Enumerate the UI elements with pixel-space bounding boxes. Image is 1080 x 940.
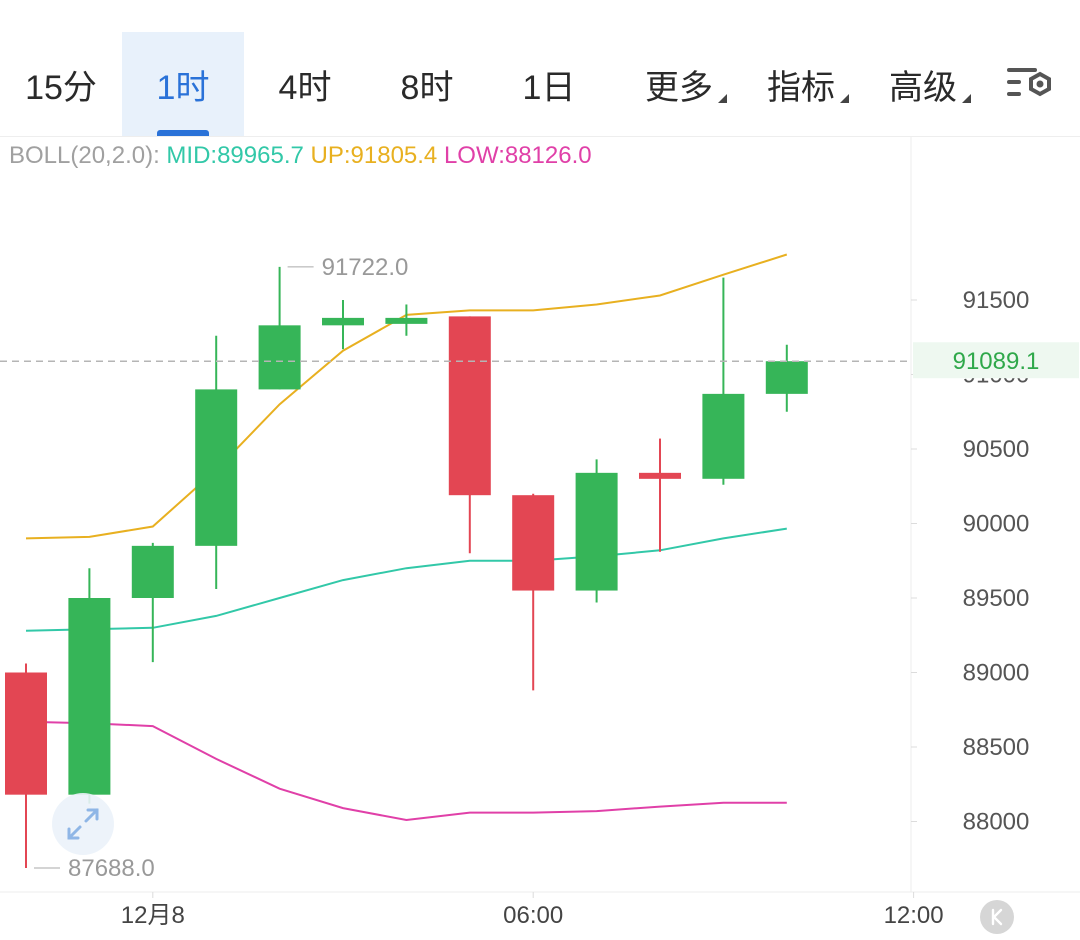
expand-arrows-icon bbox=[67, 808, 99, 840]
candle-body[interactable] bbox=[68, 598, 111, 795]
x-tick-label: 06:00 bbox=[503, 902, 563, 929]
tab-label: 4时 bbox=[278, 68, 332, 107]
low-price-label: 87688.0 bbox=[68, 855, 155, 882]
candlestick-chart[interactable]: 9150091000905009000089500890008850088000… bbox=[0, 137, 1080, 937]
tab-advanced-dropdown[interactable]: 高级 bbox=[862, 32, 984, 136]
y-tick-label: 89000 bbox=[963, 660, 1030, 687]
y-tick-label: 90000 bbox=[963, 511, 1030, 538]
current-price-tag bbox=[913, 342, 1079, 379]
x-tick-label: 12月8 bbox=[121, 902, 185, 929]
tab-label: 更多 bbox=[645, 68, 713, 107]
current-price-label: 91089.1 bbox=[953, 348, 1040, 375]
tab-more-dropdown[interactable]: 更多 bbox=[618, 32, 740, 136]
candle-body[interactable] bbox=[5, 672, 47, 795]
tab-indicators-dropdown[interactable]: 指标 bbox=[740, 32, 862, 136]
caret-down-icon bbox=[718, 94, 727, 103]
active-tab-indicator bbox=[157, 130, 209, 136]
x-tick-label: 12:00 bbox=[884, 902, 944, 929]
chart-settings-icon bbox=[1007, 68, 1051, 97]
boll-upper-line bbox=[25, 253, 788, 540]
y-tick-label: 91500 bbox=[963, 287, 1030, 314]
tab-label: 1日 bbox=[522, 68, 576, 107]
candle-body[interactable] bbox=[258, 325, 301, 390]
k-icon bbox=[991, 908, 1003, 926]
candle-body[interactable] bbox=[575, 472, 618, 591]
caret-down-icon bbox=[962, 94, 971, 103]
y-tick-label: 88500 bbox=[963, 734, 1030, 761]
tab-label: 8时 bbox=[400, 68, 454, 107]
caret-down-icon bbox=[840, 94, 849, 103]
candle-body[interactable] bbox=[195, 389, 238, 546]
tab-label: 1时 bbox=[156, 68, 210, 107]
timeframe-toolbar: 15分 1时 4时 8时 1日 更多 指标 高级 bbox=[0, 32, 1080, 136]
y-tick-label: 90500 bbox=[963, 436, 1030, 463]
tab-label: 高级 bbox=[889, 68, 957, 107]
candle-body[interactable] bbox=[322, 317, 364, 326]
candle-body[interactable] bbox=[765, 361, 808, 394]
toolbar-divider bbox=[0, 136, 1080, 137]
boll-label: BOLL(20,2.0): bbox=[9, 142, 160, 169]
tab-8h[interactable]: 8时 bbox=[366, 32, 488, 136]
tab-15m[interactable]: 15分 bbox=[0, 32, 122, 136]
high-price-label: 91722.0 bbox=[322, 254, 409, 281]
tab-label: 15分 bbox=[25, 68, 97, 107]
y-tick-label: 89500 bbox=[963, 585, 1030, 612]
chart-settings-button[interactable] bbox=[990, 32, 1070, 136]
tab-4h[interactable]: 4时 bbox=[244, 32, 366, 136]
tab-label: 指标 bbox=[767, 68, 835, 107]
candle-body[interactable] bbox=[639, 472, 681, 479]
boll-legend: BOLL(20,2.0): MID:89965.7 UP:91805.4 LOW… bbox=[9, 142, 592, 170]
boll-mid-value: MID:89965.7 bbox=[166, 142, 304, 169]
boll-up-value: UP:91805.4 bbox=[310, 142, 438, 169]
candle-body[interactable] bbox=[702, 393, 745, 479]
candle-body[interactable] bbox=[131, 545, 174, 598]
boll-lower-line bbox=[25, 720, 787, 822]
y-tick-label: 88000 bbox=[963, 809, 1030, 836]
fullscreen-button[interactable] bbox=[52, 793, 114, 855]
tab-1d[interactable]: 1日 bbox=[488, 32, 610, 136]
candle-body[interactable] bbox=[512, 495, 555, 591]
kline-mode-button[interactable] bbox=[980, 900, 1014, 934]
tab-1h[interactable]: 1时 bbox=[122, 32, 244, 136]
candle-body[interactable] bbox=[385, 317, 428, 324]
boll-low-value: LOW:88126.0 bbox=[443, 142, 592, 169]
candle-body[interactable] bbox=[448, 316, 491, 496]
